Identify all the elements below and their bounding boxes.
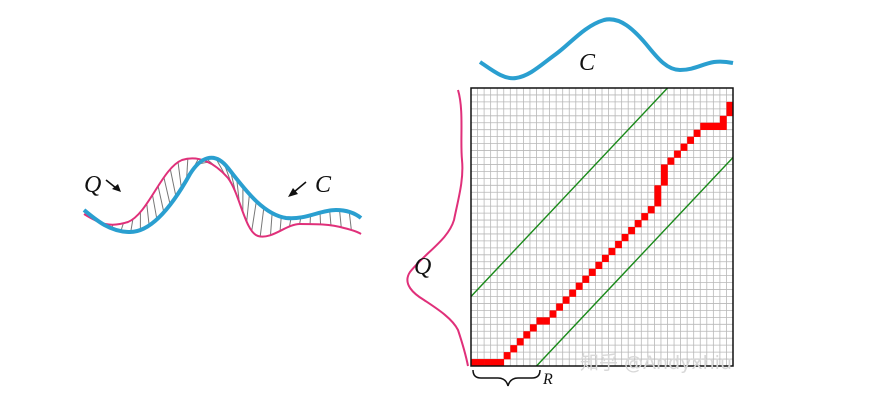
hatch-line xyxy=(163,177,171,205)
window-band-line xyxy=(535,157,734,367)
query-label-left: Q xyxy=(84,172,101,198)
warping-path-cell xyxy=(700,122,708,130)
warping-path-cell xyxy=(654,199,662,207)
hatch-line xyxy=(246,194,250,222)
candidate-label-left: C xyxy=(315,172,332,198)
alignment-panel: Q C xyxy=(82,155,363,238)
warping-path-cell xyxy=(556,303,563,311)
warping-path-cell xyxy=(621,233,629,242)
warping-path-cell xyxy=(602,254,609,263)
warping-path-cell xyxy=(628,227,636,235)
warping-path-cell xyxy=(660,164,668,172)
candidate-curve-top xyxy=(478,17,734,81)
query-curve-left xyxy=(83,157,362,238)
warping-path-cell xyxy=(687,136,694,144)
cost-matrix-panel: C Q R xyxy=(406,17,734,388)
window-band-line xyxy=(470,87,669,297)
warping-path-cell xyxy=(719,122,727,130)
warping-path-cell xyxy=(516,338,524,346)
hatch-line xyxy=(152,194,158,220)
warping-path-cell xyxy=(667,157,675,165)
hatch-line xyxy=(270,213,273,236)
warping-path-cell xyxy=(497,359,505,367)
warping-path-cell xyxy=(674,150,681,158)
hatch-line xyxy=(146,203,150,226)
hatch-line xyxy=(348,211,352,231)
hatch-line xyxy=(259,207,265,237)
hatch-line xyxy=(279,216,282,232)
warping-path-cell xyxy=(490,359,498,367)
warping-path-cell xyxy=(706,122,714,130)
window-brace xyxy=(472,369,541,387)
warping-path-cell xyxy=(726,101,734,110)
warping-path-cell xyxy=(608,247,616,256)
warping-path-cell xyxy=(654,185,662,193)
warping-path-cell xyxy=(680,143,688,151)
query-curve-side xyxy=(406,89,469,367)
candidate-curve-left xyxy=(82,155,363,235)
warping-path-cell xyxy=(471,359,478,367)
window-label: R xyxy=(542,371,553,388)
warping-path-cell xyxy=(510,345,518,353)
warping-path-cell xyxy=(654,192,662,200)
warping-path xyxy=(471,101,734,367)
query-label-side: Q xyxy=(414,254,431,280)
hatch-line xyxy=(157,186,165,213)
matrix-border xyxy=(470,87,734,367)
warping-path-cell xyxy=(719,115,727,124)
warping-path-cell xyxy=(641,213,649,221)
warping-path-cell xyxy=(562,296,570,304)
warping-path-cell xyxy=(477,359,485,367)
warping-path-cell xyxy=(693,129,701,137)
warping-path-cell xyxy=(549,310,557,318)
hatch-line xyxy=(339,210,342,228)
candidate-label-top: C xyxy=(579,50,596,76)
hatch-line xyxy=(169,169,177,197)
warping-path-cell xyxy=(615,240,622,249)
warping-path-cell xyxy=(660,171,668,179)
window-band xyxy=(470,87,734,367)
warping-path-cell xyxy=(660,178,668,186)
warping-path-cell xyxy=(582,275,590,283)
watermark-text: 知乎 @Andyxhiu xyxy=(580,352,732,374)
hatch-line xyxy=(177,162,182,189)
warping-path-cell xyxy=(595,261,603,269)
warping-path-cell xyxy=(484,359,491,367)
query-arrow-icon xyxy=(105,179,121,192)
warping-path-cell xyxy=(726,108,734,117)
warping-path-cell xyxy=(588,268,596,276)
hatch-line xyxy=(251,201,257,232)
hatch-line xyxy=(130,219,134,233)
warping-path-cell xyxy=(529,324,537,332)
warping-path-cell xyxy=(569,289,577,297)
hatch-line xyxy=(329,210,332,226)
warping-path-cell xyxy=(647,206,655,214)
warping-path-cell xyxy=(575,282,583,290)
warping-path-cell xyxy=(634,220,642,228)
candidate-arrow-icon xyxy=(288,181,307,197)
warping-path-cell xyxy=(523,331,531,339)
warping-path-cell xyxy=(536,317,544,325)
warping-path-cell xyxy=(713,122,721,130)
warping-path-cell xyxy=(503,352,511,360)
warping-path-cell xyxy=(543,317,550,325)
